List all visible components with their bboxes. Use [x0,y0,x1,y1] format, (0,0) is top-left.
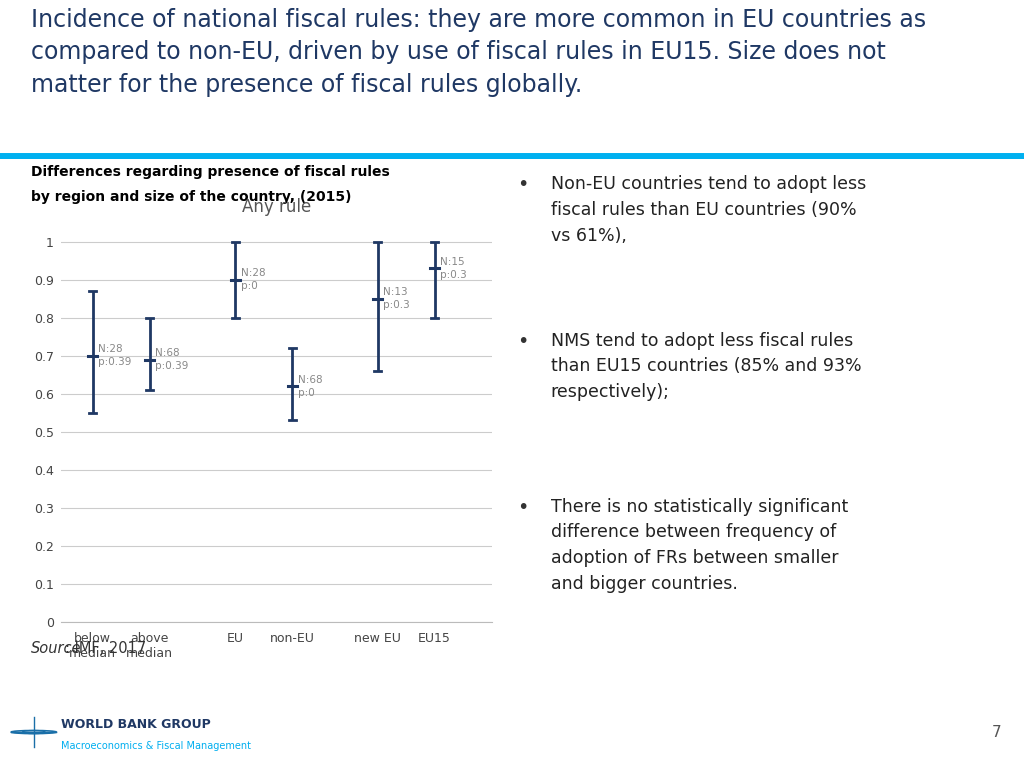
Text: N:28
p:0.39: N:28 p:0.39 [98,344,132,367]
Text: N:15
p:0.3: N:15 p:0.3 [440,257,467,280]
Text: NMS tend to adopt less fiscal rules
than EU15 countries (85% and 93%
respectivel: NMS tend to adopt less fiscal rules than… [551,332,861,401]
Text: N:28
p:0: N:28 p:0 [241,268,265,291]
Text: Macroeconomics & Fiscal Management: Macroeconomics & Fiscal Management [61,741,252,751]
Text: N:13
p:0.3: N:13 p:0.3 [383,287,410,310]
Text: •: • [517,498,528,517]
Text: WORLD BANK GROUP: WORLD BANK GROUP [61,718,211,731]
Text: N:68
p:0.39: N:68 p:0.39 [156,348,188,371]
Text: : IMF, 2017: : IMF, 2017 [66,641,146,656]
Text: Incidence of national fiscal rules: they are more common in EU countries as
comp: Incidence of national fiscal rules: they… [31,8,926,97]
Text: Source: Source [31,641,81,656]
Text: There is no statistically significant
difference between frequency of
adoption o: There is no statistically significant di… [551,498,848,593]
Text: Differences regarding presence of fiscal rules: Differences regarding presence of fiscal… [31,165,389,179]
Text: by region and size of the country, (2015): by region and size of the country, (2015… [31,190,351,204]
Text: N:68
p:0: N:68 p:0 [298,375,323,398]
Text: •: • [517,175,528,194]
Title: Any rule: Any rule [242,197,311,216]
Text: •: • [517,332,528,351]
Text: 7: 7 [992,724,1001,740]
Text: Non-EU countries tend to adopt less
fiscal rules than EU countries (90%
vs 61%),: Non-EU countries tend to adopt less fisc… [551,175,865,244]
